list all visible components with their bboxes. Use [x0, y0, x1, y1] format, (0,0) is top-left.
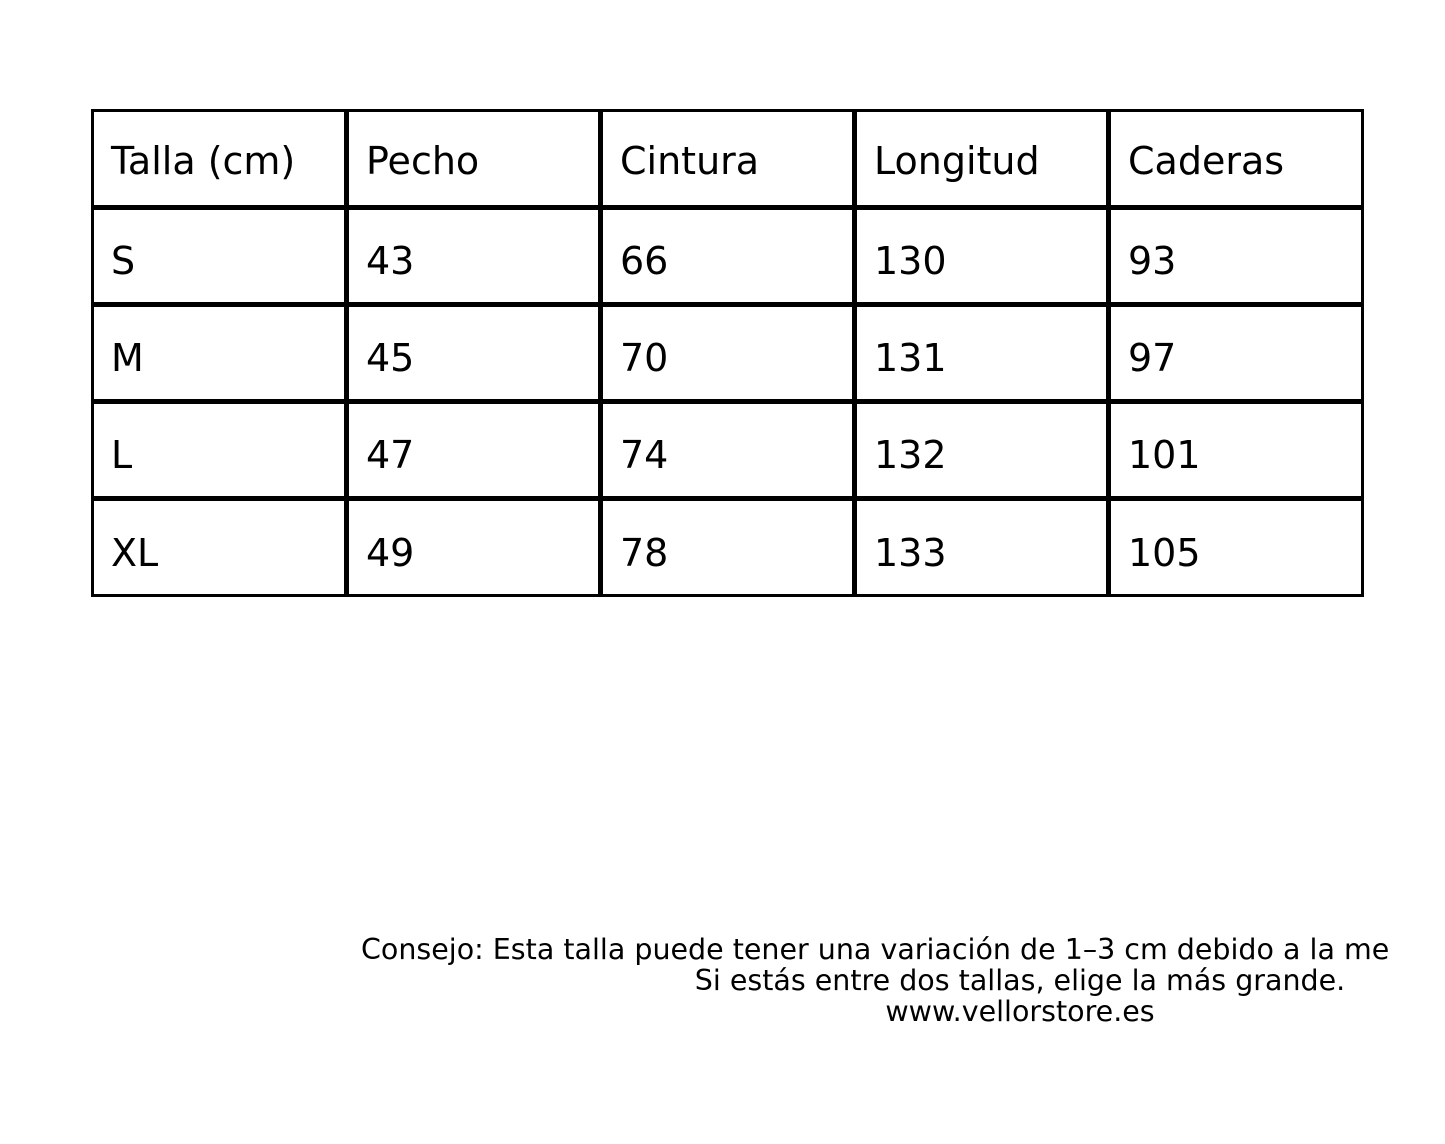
table-cell: 47 [344, 399, 603, 501]
header-cell: Longitud [852, 109, 1111, 210]
table-cell: 70 [598, 302, 857, 404]
table-header-row: Talla (cm) Pecho Cintura Longitud Cadera… [91, 109, 1364, 210]
table-cell: 101 [1106, 399, 1364, 501]
footer-website: www.vellorstore.es [885, 995, 1155, 1028]
header-cell: Talla (cm) [91, 109, 349, 210]
table-cell: S [91, 205, 349, 307]
footer-advice: Si estás entre dos tallas, elige la más … [694, 964, 1346, 997]
table-cell: 66 [598, 205, 857, 307]
table-row: S 43 66 130 93 [91, 205, 1364, 307]
table-cell: 45 [344, 302, 603, 404]
table-cell: 93 [1106, 205, 1364, 307]
table-cell: M [91, 302, 349, 404]
header-cell: Pecho [344, 109, 603, 210]
table-cell: L [91, 399, 349, 501]
footer-tip: Consejo: Esta talla puede tener una vari… [361, 933, 1390, 966]
table-cell: 131 [852, 302, 1111, 404]
header-cell: Cintura [598, 109, 857, 210]
table-cell: 97 [1106, 302, 1364, 404]
table-cell: 49 [344, 496, 603, 597]
table-cell: 78 [598, 496, 857, 597]
table-cell: 74 [598, 399, 857, 501]
header-cell: Caderas [1106, 109, 1364, 210]
size-table: Talla (cm) Pecho Cintura Longitud Cadera… [91, 109, 1364, 597]
table-row: L 47 74 132 101 [91, 399, 1364, 501]
table-cell: XL [91, 496, 349, 597]
table-row: XL 49 78 133 105 [91, 496, 1364, 597]
table-row: M 45 70 131 97 [91, 302, 1364, 404]
table-cell: 130 [852, 205, 1111, 307]
table-cell: 133 [852, 496, 1111, 597]
table-cell: 105 [1106, 496, 1364, 597]
table-cell: 132 [852, 399, 1111, 501]
table-cell: 43 [344, 205, 603, 307]
